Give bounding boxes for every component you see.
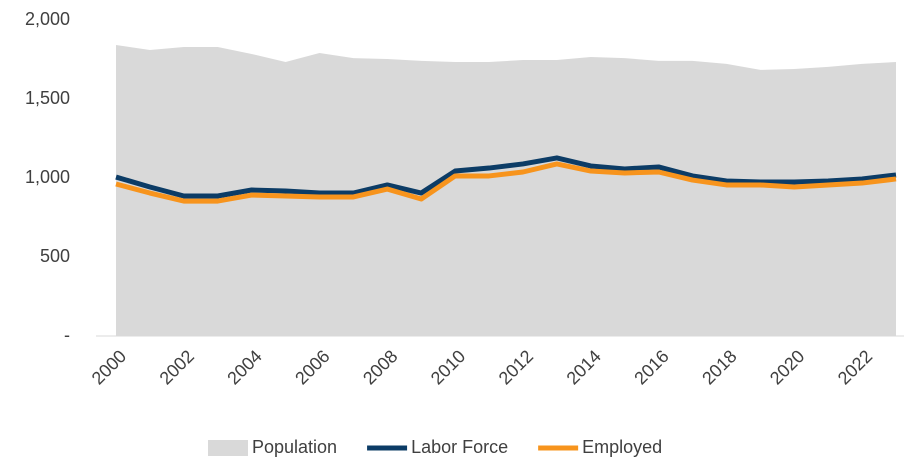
y-tick-label: 1,500 xyxy=(25,88,70,108)
x-tick-label: 2006 xyxy=(291,346,333,388)
legend-label: Population xyxy=(252,437,337,457)
y-tick-label: 1,000 xyxy=(25,167,70,187)
x-tick-label: 2014 xyxy=(563,346,605,388)
line xyxy=(115,155,897,199)
line xyxy=(115,161,897,204)
x-tick-label: 2000 xyxy=(88,346,130,388)
legend-label: Employed xyxy=(582,437,662,457)
legend-label: Labor Force xyxy=(411,437,508,457)
x-tick-label: 2016 xyxy=(630,346,672,388)
x-tick-label: 2022 xyxy=(834,346,876,388)
y-tick-label: 2,000 xyxy=(25,9,70,29)
x-tick-label: 2012 xyxy=(495,346,537,388)
x-tick-label: 2018 xyxy=(698,346,740,388)
area xyxy=(116,44,896,337)
legend-swatch xyxy=(208,440,248,456)
x-tick-label: 2010 xyxy=(427,346,469,388)
x-tick-label: 2002 xyxy=(156,346,198,388)
x-tick-label: 2008 xyxy=(359,346,401,388)
y-tick-label: 500 xyxy=(40,246,70,266)
x-tick-label: 2004 xyxy=(223,346,265,388)
y-tick-label: - xyxy=(64,325,70,345)
x-tick-label: 2020 xyxy=(766,346,808,388)
